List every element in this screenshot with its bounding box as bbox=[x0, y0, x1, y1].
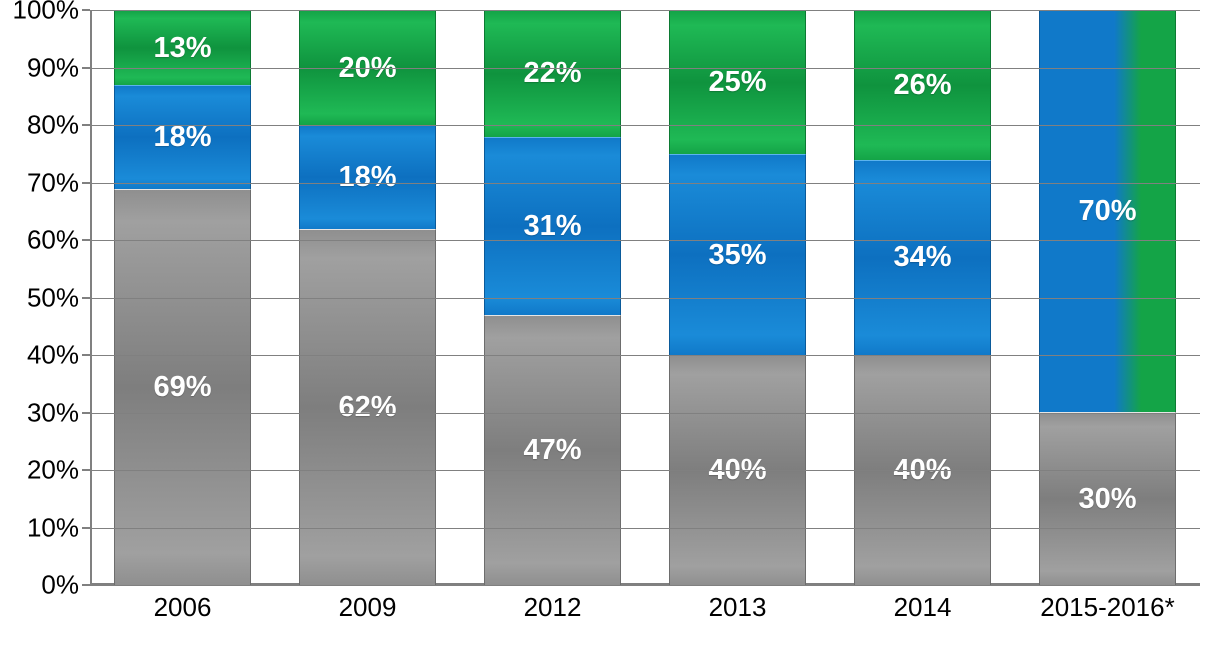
y-tick bbox=[82, 354, 90, 356]
segment-value-label: 18% bbox=[338, 161, 396, 194]
bar-segment-blue: 18% bbox=[299, 125, 436, 229]
segment-value-label: 25% bbox=[708, 66, 766, 99]
x-axis-label: 2013 bbox=[669, 592, 806, 623]
y-tick bbox=[82, 412, 90, 414]
y-tick bbox=[82, 297, 90, 299]
grid-line bbox=[90, 10, 1200, 11]
grid-line bbox=[90, 298, 1200, 299]
y-tick bbox=[82, 182, 90, 184]
stacked-bar-chart: 69%18%13%62%18%20%47%31%22%40%35%25%40%3… bbox=[0, 0, 1209, 650]
segment-value-label: 35% bbox=[708, 239, 766, 272]
y-axis-label: 60% bbox=[27, 225, 79, 256]
x-axis-labels: 2006 2009 2012 2013 2014 2015-2016* bbox=[90, 592, 1200, 623]
bar-segment-green: 26% bbox=[854, 10, 991, 160]
y-tick bbox=[82, 469, 90, 471]
x-axis-label: 2012 bbox=[484, 592, 621, 623]
segment-value-label: 26% bbox=[893, 69, 951, 102]
x-axis-label: 2014 bbox=[854, 592, 991, 623]
segment-value-label: 34% bbox=[893, 241, 951, 274]
y-axis-label: 50% bbox=[27, 282, 79, 313]
y-axis-label: 20% bbox=[27, 455, 79, 486]
y-tick bbox=[82, 584, 90, 586]
y-tick bbox=[82, 9, 90, 11]
segment-value-label: 62% bbox=[338, 391, 396, 424]
x-axis-label: 2015-2016* bbox=[1039, 592, 1176, 623]
bar-segment-blue: 31% bbox=[484, 137, 621, 315]
segment-value-label: 30% bbox=[1078, 483, 1136, 516]
bar-segment-green: 13% bbox=[114, 10, 251, 85]
segment-value-label: 13% bbox=[153, 32, 211, 65]
bar-segment-gray: 30% bbox=[1039, 412, 1176, 585]
y-axis-label: 0% bbox=[41, 570, 79, 601]
bar-segment-blue: 35% bbox=[669, 154, 806, 355]
bar-segment-green: 25% bbox=[669, 10, 806, 154]
segment-value-label: 70% bbox=[1078, 195, 1136, 228]
y-axis-label: 90% bbox=[27, 52, 79, 83]
segment-value-label: 18% bbox=[153, 121, 211, 154]
grid-line bbox=[90, 470, 1200, 471]
grid-line bbox=[90, 413, 1200, 414]
bar-segment-gray: 62% bbox=[299, 229, 436, 585]
grid-line bbox=[90, 68, 1200, 69]
grid-line bbox=[90, 125, 1200, 126]
y-axis-label: 40% bbox=[27, 340, 79, 371]
y-axis-label: 30% bbox=[27, 397, 79, 428]
y-tick bbox=[82, 239, 90, 241]
y-axis-label: 100% bbox=[13, 0, 80, 26]
grid-line bbox=[90, 528, 1200, 529]
segment-value-label: 47% bbox=[523, 434, 581, 467]
bar-segment-green: 22% bbox=[484, 10, 621, 137]
plot-area: 69%18%13%62%18%20%47%31%22%40%35%25%40%3… bbox=[90, 10, 1200, 585]
grid-line bbox=[90, 585, 1200, 586]
bar-segment-blue: 34% bbox=[854, 160, 991, 355]
grid-line bbox=[90, 240, 1200, 241]
segment-value-label: 69% bbox=[153, 371, 211, 404]
y-tick bbox=[82, 124, 90, 126]
y-axis-label: 80% bbox=[27, 110, 79, 141]
y-axis-label: 70% bbox=[27, 167, 79, 198]
bar-segment-blue: 18% bbox=[114, 85, 251, 189]
grid-line bbox=[90, 355, 1200, 356]
bar-segment-gray: 69% bbox=[114, 189, 251, 585]
y-tick bbox=[82, 67, 90, 69]
x-axis-label: 2009 bbox=[299, 592, 436, 623]
bar-segment-blend: 70% bbox=[1039, 10, 1176, 412]
segment-value-label: 31% bbox=[523, 210, 581, 243]
segment-value-label: 22% bbox=[523, 57, 581, 90]
y-axis-label: 10% bbox=[27, 512, 79, 543]
y-tick bbox=[82, 527, 90, 529]
grid-line bbox=[90, 183, 1200, 184]
x-axis-label: 2006 bbox=[114, 592, 251, 623]
